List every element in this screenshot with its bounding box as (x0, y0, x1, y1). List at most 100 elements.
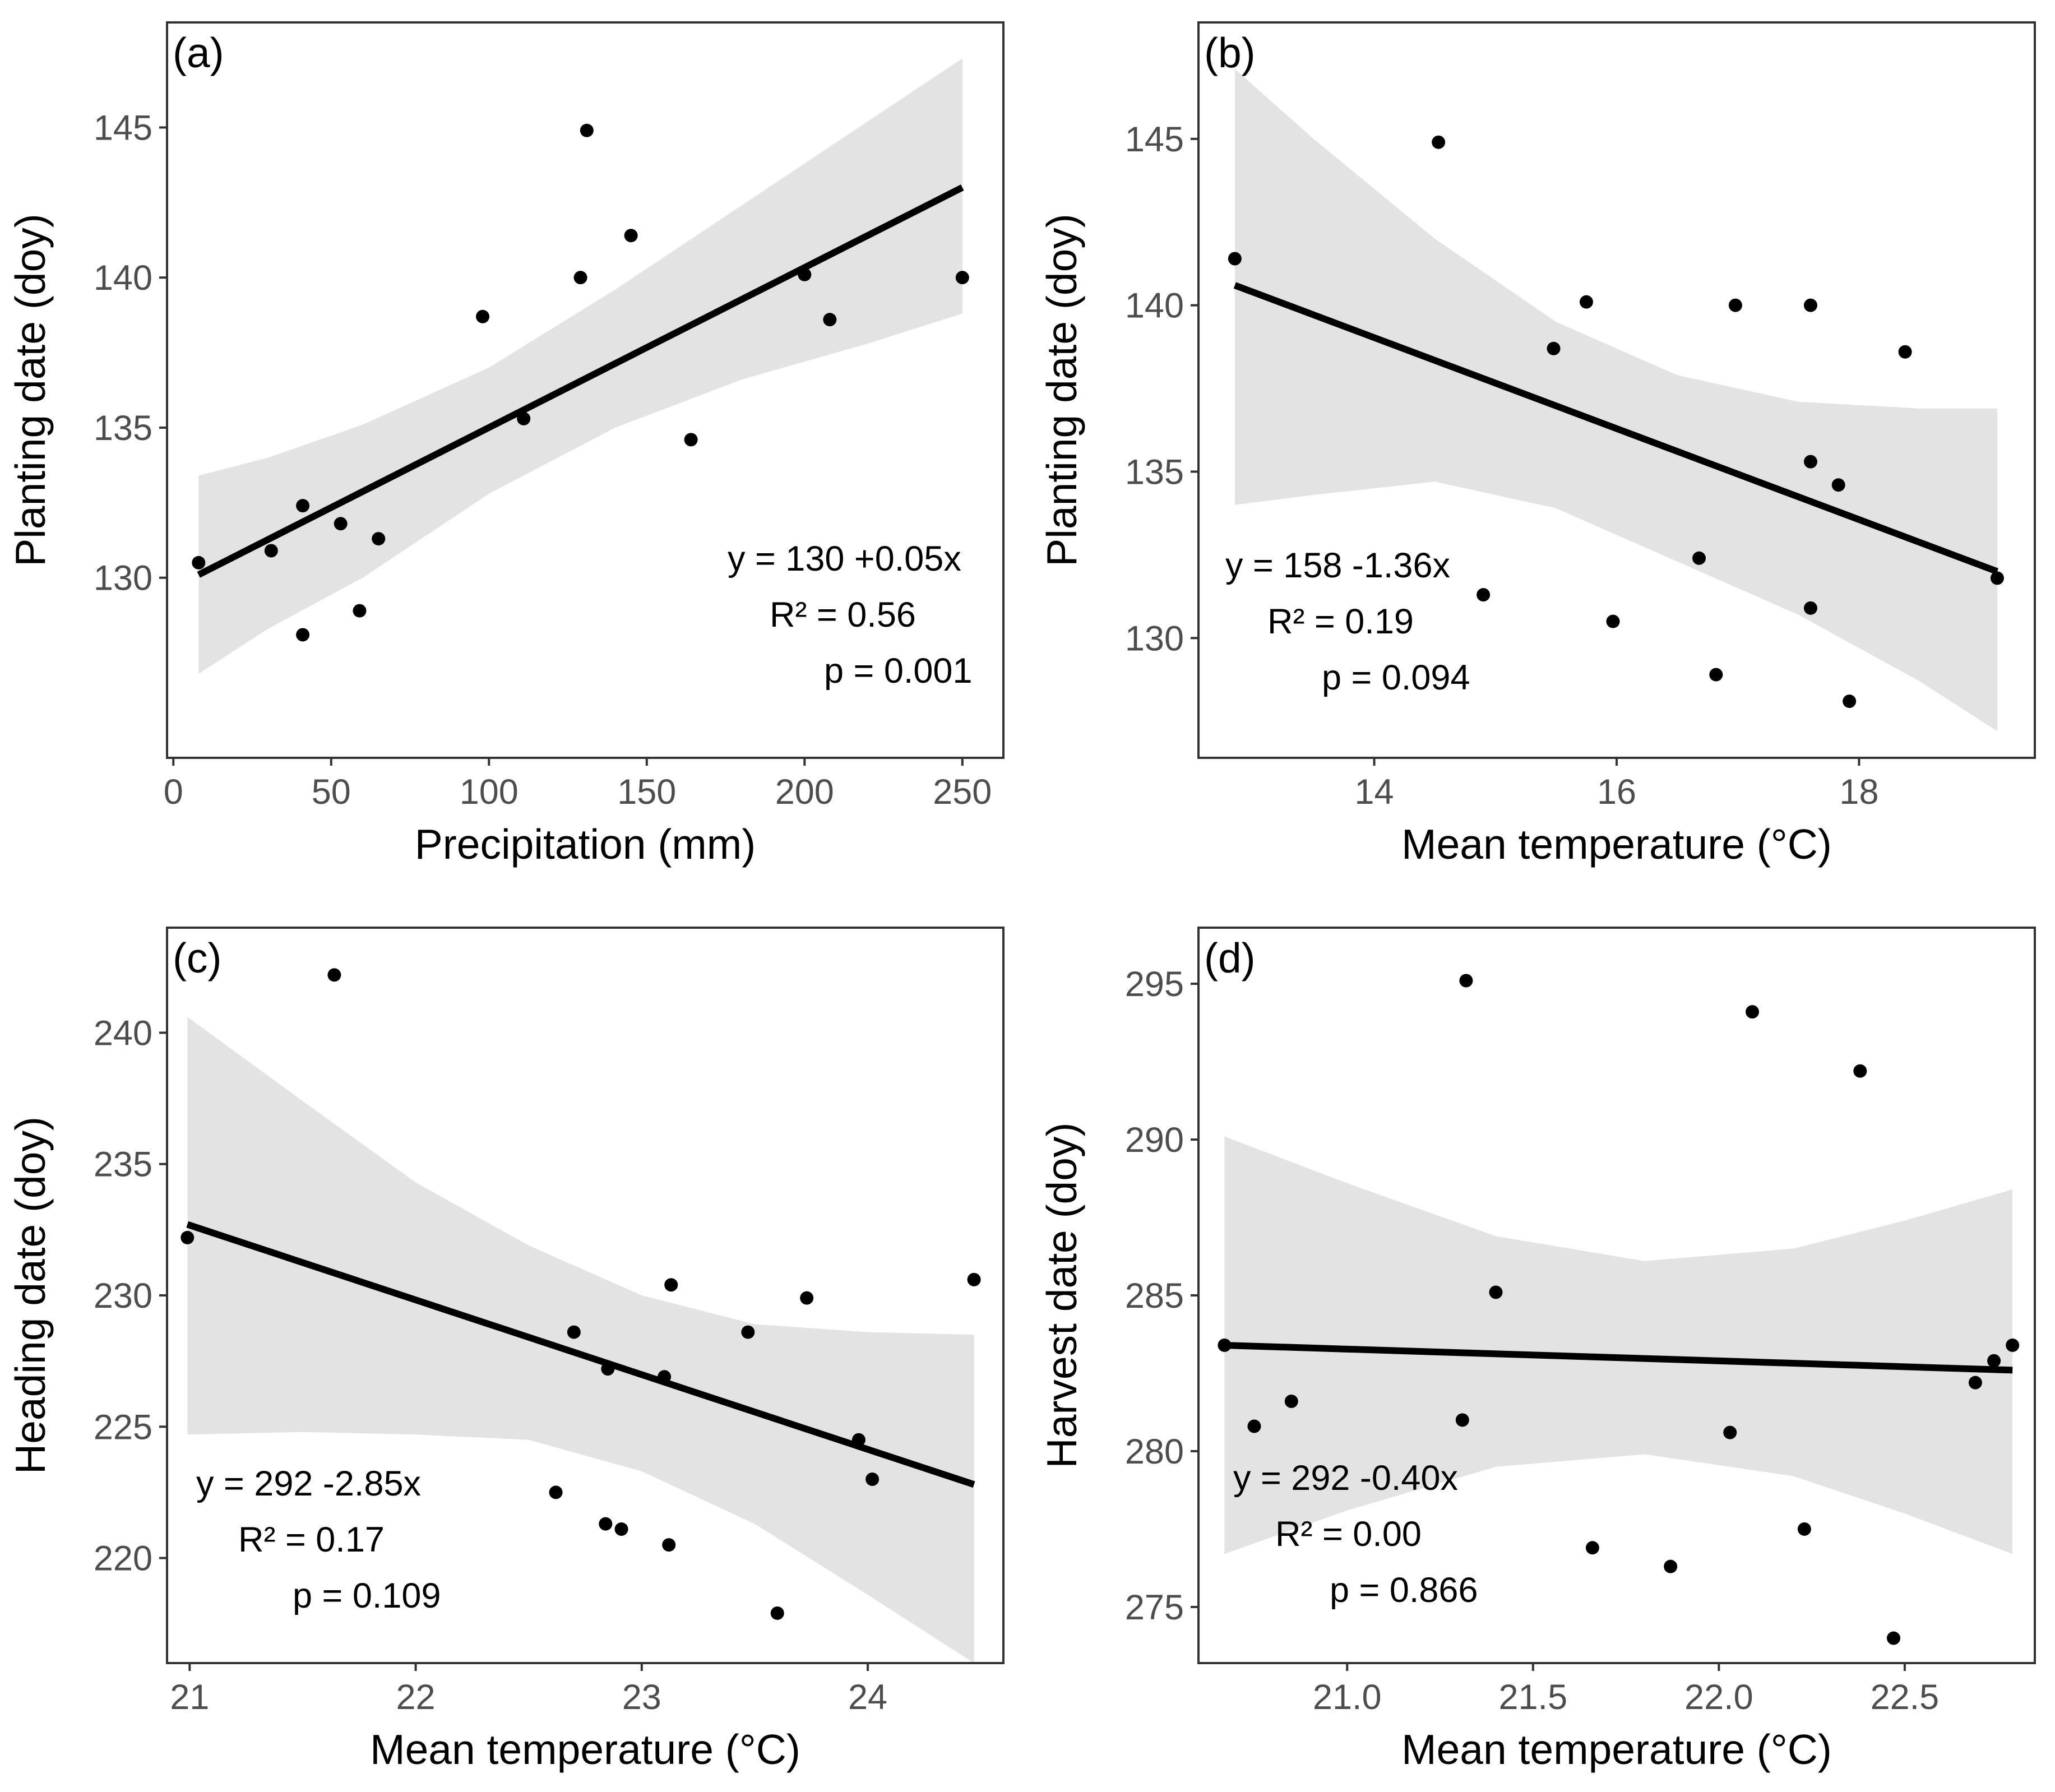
panel-label: (d) (1204, 934, 1256, 981)
r-squared-value: R² = 0.56 (770, 595, 916, 635)
y-tick-label: 240 (94, 1013, 152, 1053)
r-squared-value: R² = 0.19 (1267, 602, 1414, 641)
x-axis-title: Precipitation (mm) (415, 821, 756, 868)
panel-d: 21.0 21.5 22.0 22.5 275 280 285 290 295 Mean temp… (1038, 927, 2036, 1773)
x-tick-label: 0 (164, 772, 183, 812)
panel-b: 14 16 18 130 135 140 145 Mean temperature (°C) P… (1038, 21, 2036, 868)
data-point (664, 1278, 678, 1292)
y-tick-label: 135 (1125, 452, 1184, 492)
data-point (1455, 1413, 1469, 1427)
y-tick-label: 285 (1125, 1276, 1184, 1316)
panel-label: (c) (173, 934, 221, 981)
x-tick-label: 16 (1597, 772, 1636, 812)
data-point (614, 1522, 628, 1536)
panel-label: (a) (173, 29, 224, 76)
data-point (1432, 135, 1446, 149)
data-point (180, 1230, 195, 1244)
data-point (624, 229, 638, 243)
confidence-band (187, 1017, 974, 1663)
y-axis-title: Heading date (doy) (7, 1117, 54, 1474)
data-point (1228, 252, 1242, 266)
x-tick-label: 21 (170, 1678, 209, 1717)
regression-equation: y = 292 -0.40x (1233, 1458, 1458, 1498)
regression-line (186, 1221, 975, 1488)
regression-equation: y = 130 +0.05x (728, 539, 961, 578)
r-squared-value: R² = 0.17 (238, 1520, 385, 1559)
data-point (1803, 455, 1817, 469)
confidence-band (1234, 69, 1997, 731)
panel-c: 21 22 23 24 220 225 230 235 240 Mean temperature … (7, 927, 1005, 1773)
confidence-band (198, 58, 962, 674)
regression-line (1224, 1341, 2013, 1374)
data-point (851, 1433, 865, 1447)
x-axis-title: Mean temperature (°C) (1401, 821, 1832, 868)
y-tick-label: 295 (1125, 965, 1184, 1004)
x-tick-label: 24 (848, 1678, 887, 1717)
data-point (601, 1362, 615, 1376)
data-point (800, 1291, 814, 1305)
data-point (2006, 1338, 2020, 1352)
regression-equation: y = 292 -2.85x (196, 1464, 421, 1503)
y-tick-label: 235 (94, 1145, 152, 1184)
confidence-band (1224, 1136, 2013, 1554)
data-point (1606, 614, 1620, 628)
plot-frame (166, 21, 1005, 759)
data-point (1898, 345, 1912, 359)
data-point (741, 1325, 755, 1339)
data-point (1987, 1354, 2001, 1368)
p-value: p = 0.109 (293, 1576, 441, 1615)
data-point (1247, 1419, 1261, 1433)
data-point (1284, 1395, 1298, 1409)
data-point (1477, 588, 1491, 602)
data-point (1664, 1559, 1678, 1573)
data-point (684, 433, 698, 447)
data-point (1579, 295, 1593, 309)
x-axis-title: Mean temperature (°C) (370, 1726, 800, 1773)
data-point (1887, 1631, 1901, 1645)
data-point (1585, 1541, 1599, 1555)
y-tick-label: 220 (94, 1539, 152, 1578)
y-axis-title: Planting date (doy) (7, 214, 54, 567)
x-tick-label: 21.5 (1498, 1678, 1567, 1717)
x-tick-label: 22.0 (1684, 1678, 1753, 1717)
y-tick-label: 225 (94, 1407, 152, 1447)
data-point (1831, 478, 1845, 492)
x-tick-label: 100 (460, 772, 519, 812)
regression-equation: y = 158 -1.36x (1225, 546, 1450, 585)
data-point (296, 628, 310, 642)
y-axis-title: Planting date (doy) (1038, 214, 1085, 567)
data-point (1803, 298, 1817, 312)
data-point (372, 532, 386, 546)
data-point (567, 1325, 581, 1339)
data-point (1803, 601, 1817, 615)
data-point (353, 604, 367, 618)
y-tick-label: 140 (94, 258, 152, 298)
data-point (517, 411, 531, 425)
x-tick-label: 14 (1354, 772, 1394, 812)
p-value: p = 0.001 (824, 651, 973, 691)
x-tick-label: 18 (1839, 772, 1878, 812)
x-tick-label: 50 (312, 772, 351, 812)
data-point (264, 544, 278, 558)
data-point (549, 1485, 563, 1499)
data-point (1218, 1338, 1232, 1352)
data-point (823, 313, 837, 327)
y-tick-label: 290 (1125, 1120, 1184, 1160)
data-point (662, 1538, 676, 1552)
y-tick-label: 275 (1125, 1588, 1184, 1627)
data-point (967, 1272, 981, 1286)
x-tick-label: 21.0 (1313, 1678, 1382, 1717)
y-tick-label: 230 (94, 1276, 152, 1316)
x-tick-label: 150 (617, 772, 676, 812)
data-point (1853, 1064, 1867, 1078)
p-value: p = 0.866 (1330, 1571, 1478, 1610)
x-tick-label: 23 (622, 1678, 661, 1717)
data-point (1797, 1522, 1811, 1536)
data-point (1709, 668, 1723, 682)
data-point (296, 499, 310, 513)
data-point (327, 968, 341, 982)
data-point (1728, 298, 1742, 312)
data-point (476, 309, 490, 323)
y-tick-label: 135 (94, 409, 152, 448)
